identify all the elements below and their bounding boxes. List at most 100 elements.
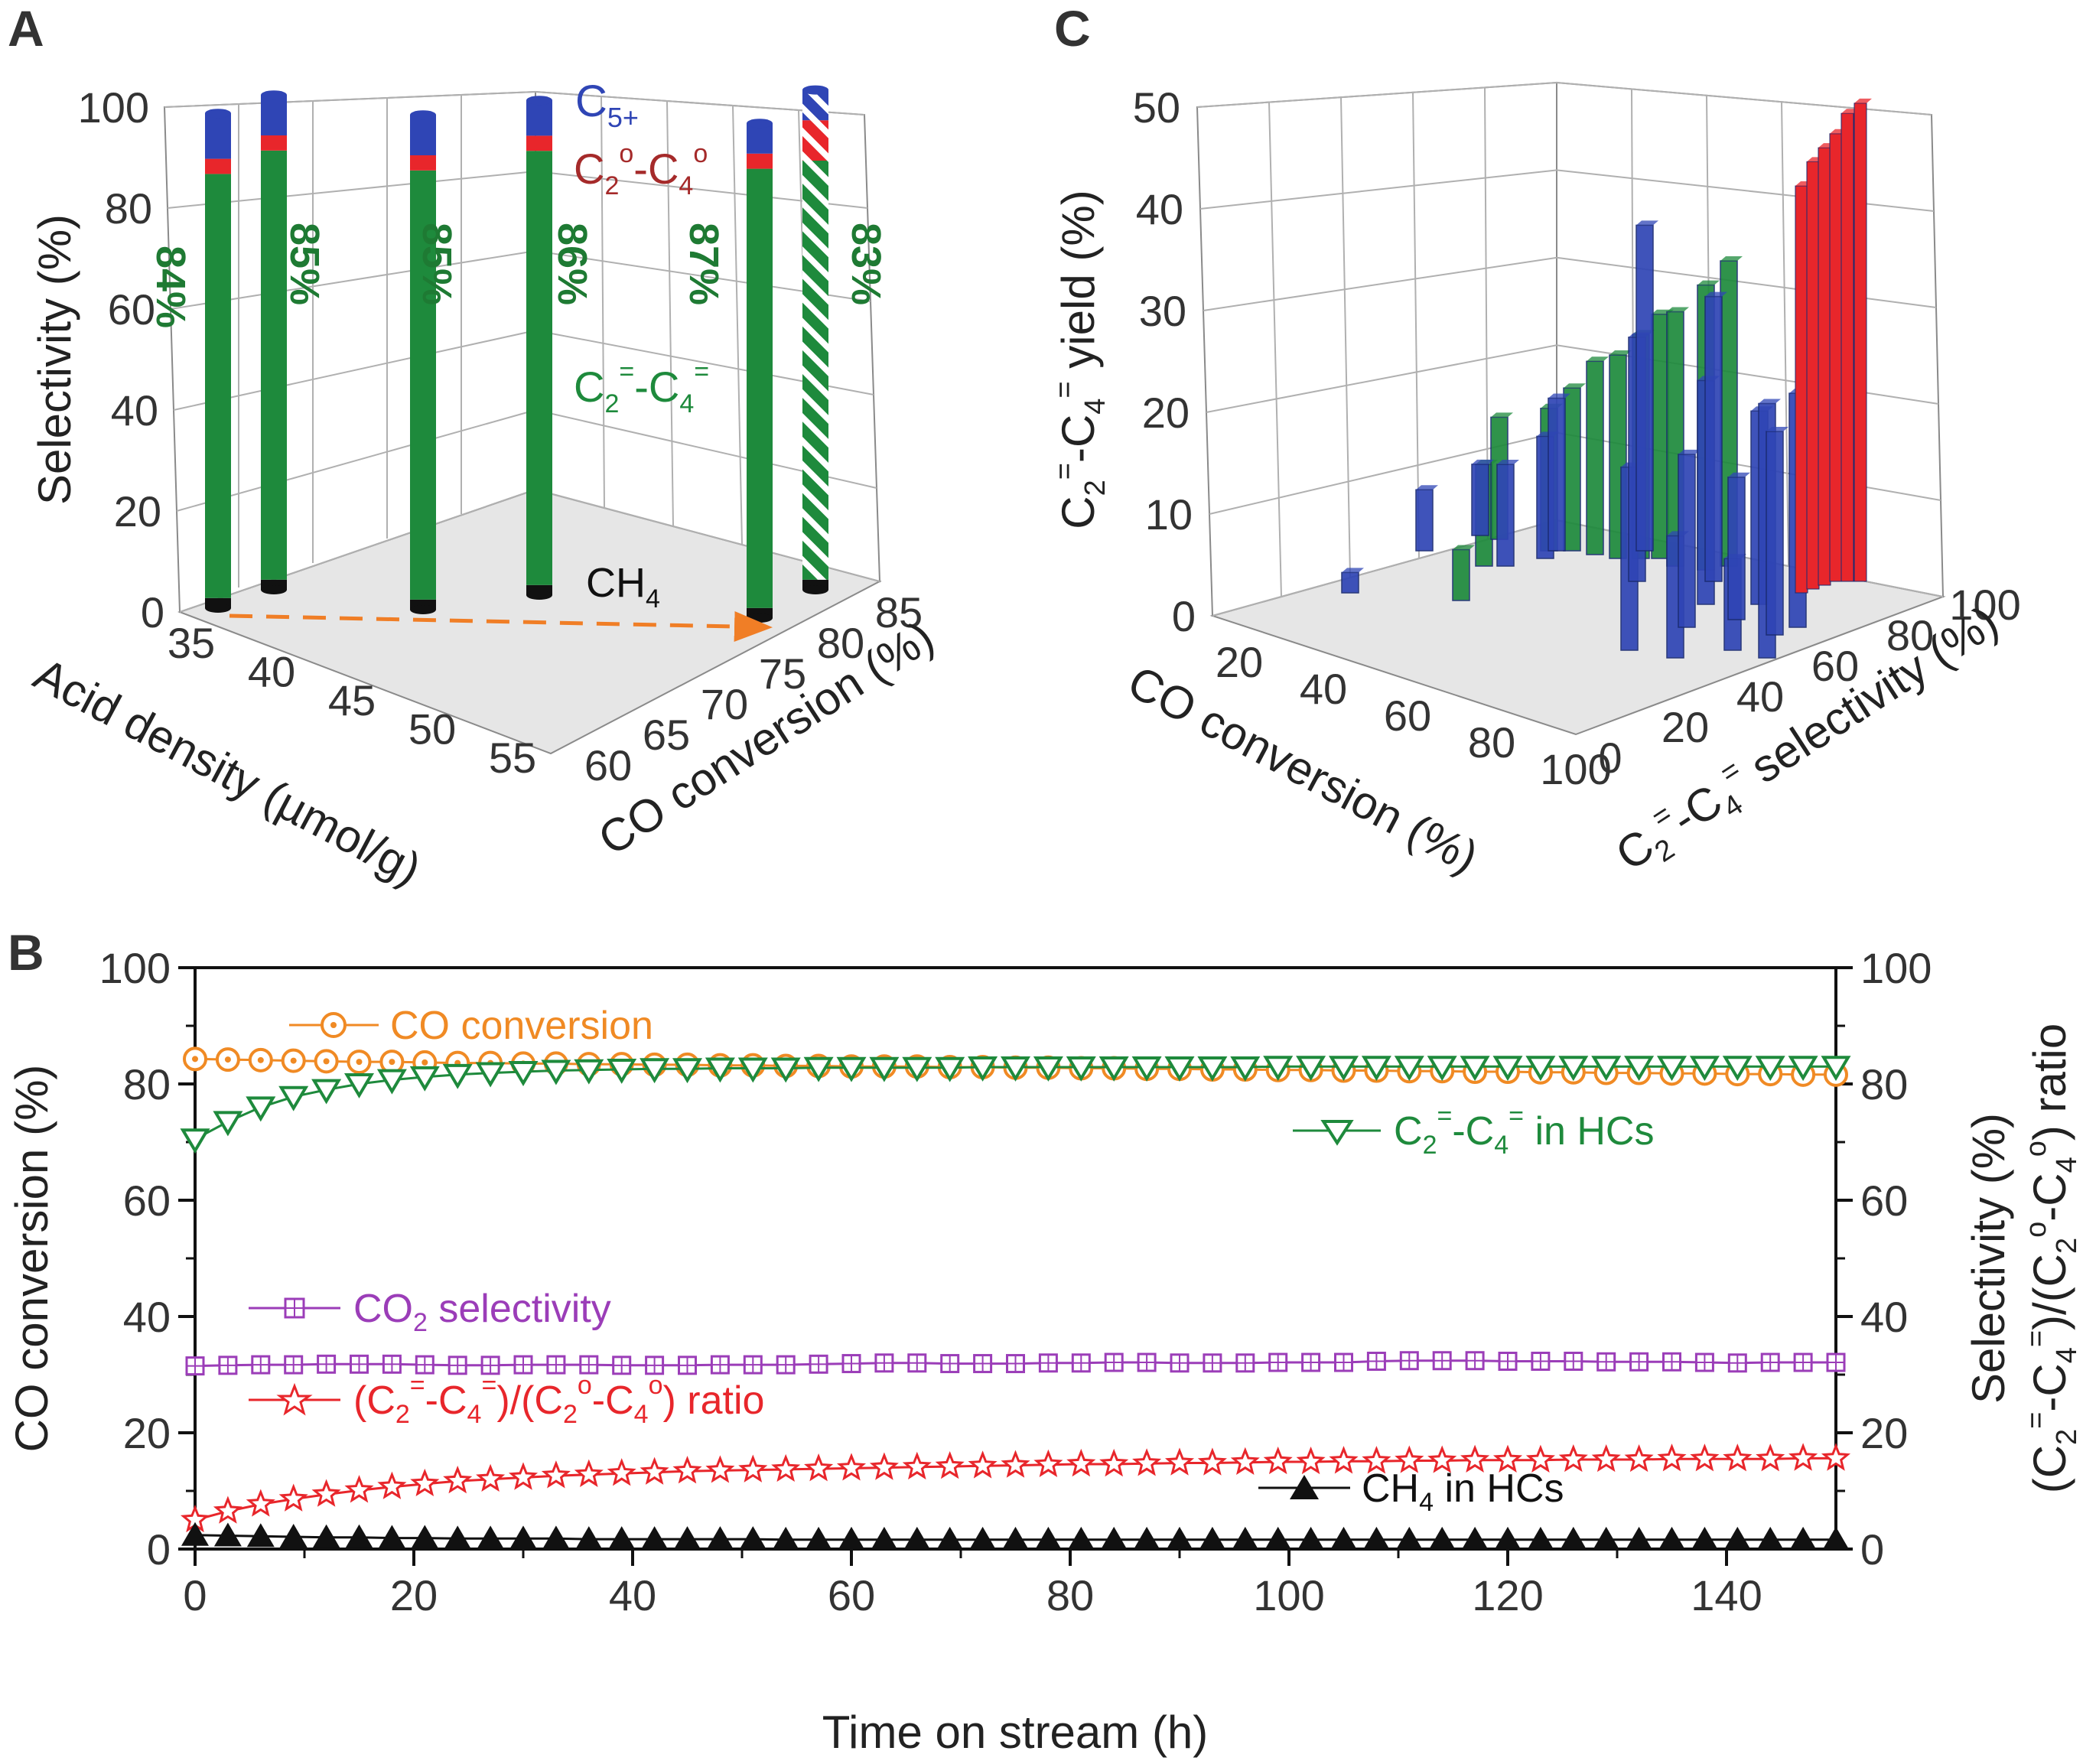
panel-a-bar-label: 85% [414, 223, 460, 305]
panel-c-bar-body [1471, 464, 1489, 536]
panel-c-z-tick: 100 [1949, 581, 2020, 629]
point-marker-cross [711, 1356, 729, 1374]
panel-letter-b: B [8, 924, 44, 981]
panel-c-bar-body [1341, 571, 1359, 594]
bar-segment-olefins [205, 174, 231, 598]
point-marker-cross [317, 1356, 335, 1373]
point-marker [1033, 1056, 1063, 1082]
panel-c-bar-blue [1548, 393, 1570, 552]
panel-c-bar-top [1416, 485, 1438, 490]
point-marker [968, 1056, 998, 1082]
panel-c-bar-top [1728, 472, 1750, 477]
point-marker [869, 1452, 899, 1480]
point-marker [836, 1056, 867, 1082]
panel-c-x-ticks: 20 40 60 80 100 [1216, 638, 1612, 793]
point-marker [1231, 1526, 1259, 1551]
panel-c-bar-blue [1341, 568, 1364, 594]
panel-b-left-axis-title: CO conversion (%) [6, 1065, 57, 1453]
point-marker-dot [323, 1058, 330, 1065]
point-marker [1329, 1446, 1359, 1474]
panel-c-z-tick: 40 [1736, 672, 1784, 721]
point-marker [1297, 1526, 1325, 1551]
bar-base [526, 591, 552, 600]
point-marker-cross [744, 1356, 762, 1374]
panel-c-bar-body [1548, 397, 1566, 552]
point-marker [1526, 1526, 1554, 1551]
point-marker [1361, 1056, 1391, 1082]
panel-c-bar-top [1548, 393, 1570, 399]
point-marker [508, 1061, 539, 1086]
point-marker [705, 1455, 735, 1483]
point-marker-cross [646, 1356, 663, 1374]
bar-segment-c5 [802, 90, 828, 121]
panel-c-x-tick: 60 [1384, 692, 1431, 740]
point-marker [706, 1526, 734, 1551]
bar-cap [205, 109, 231, 119]
bar-cap [802, 85, 828, 95]
panel-c-bar-top [1766, 427, 1788, 431]
point-marker [1558, 1443, 1588, 1473]
panel-c-z-tick: 60 [1811, 642, 1859, 690]
legend-co-conversion-label: CO conversion [390, 1004, 653, 1048]
point-marker [1395, 1445, 1424, 1473]
panel-c-bar-body [1415, 489, 1434, 552]
point-marker [1330, 1526, 1358, 1551]
panel-c-y-tick: 0 [1172, 592, 1196, 640]
panel-c-z-ticks: 0 20 40 60 80 100 [1598, 581, 2020, 782]
point-marker [1657, 1443, 1687, 1472]
panel-a-x-tick: 40 [248, 648, 295, 696]
panel-c-bar-blue [1635, 220, 1658, 552]
point-marker-cross [482, 1356, 500, 1374]
point-marker [377, 1471, 407, 1499]
point-marker [509, 1525, 537, 1550]
point-marker [804, 1453, 834, 1482]
point-marker-cross [1203, 1354, 1221, 1372]
point-marker [1099, 1448, 1129, 1477]
panel-a-grid-line [176, 409, 536, 512]
point-marker [1788, 1056, 1818, 1082]
point-marker [673, 1526, 701, 1551]
point-marker [737, 1057, 768, 1083]
point-marker [574, 1526, 603, 1551]
panel-c-bar-top [1453, 545, 1475, 550]
series-co2-selectivity [185, 1351, 1846, 1376]
point-marker [1592, 1526, 1620, 1551]
bar-segment-olefins [410, 170, 436, 600]
panel-c-bar-body [1795, 185, 1808, 594]
point-marker [1821, 1056, 1851, 1082]
point-marker [1690, 1443, 1720, 1472]
panel-c-bar-body [1841, 112, 1854, 582]
panel-b-x-tick: 140 [1691, 1571, 1762, 1619]
point-marker [1362, 1446, 1391, 1474]
panel-b-y-right-tick: 60 [1860, 1177, 1908, 1225]
point-marker [1624, 1443, 1654, 1473]
panel-a-x-tick: 55 [489, 734, 536, 782]
point-marker [1461, 1526, 1489, 1551]
panel-c-grid-line [1340, 97, 1351, 578]
panel-c-grid-line [1781, 102, 1789, 567]
point-marker [1656, 1056, 1688, 1082]
panel-b-y-tick: 100 [99, 944, 171, 992]
panel-c-bar-top [1636, 220, 1658, 226]
panel-c-bar-body [1727, 477, 1746, 620]
svg-text:Selectivity (%): Selectivity (%) [1963, 1113, 2014, 1404]
panel-c-bar-blue [1678, 449, 1701, 628]
panel-letter-c: C [1054, 0, 1091, 57]
panel-a-bar: 84% [148, 109, 231, 613]
point-marker-cross [252, 1356, 269, 1374]
point-marker [541, 1460, 571, 1489]
point-marker [376, 1069, 407, 1095]
point-marker [1558, 1056, 1589, 1082]
bar-base [261, 585, 287, 594]
point-marker [180, 1128, 210, 1154]
point-marker [1264, 1526, 1292, 1551]
point-marker [1394, 1056, 1424, 1082]
panel-c-bar-top [1854, 98, 1872, 103]
panel-a-bar: 85% [410, 110, 460, 614]
panel-c-bar-body [1586, 360, 1604, 555]
label-c5-plus: C5+ [575, 76, 639, 133]
series--c2-c4-c2o-c4o-ratio [180, 1443, 1851, 1533]
point-marker-cross [1663, 1353, 1681, 1371]
panel-c: C 0 10 20 30 40 50 C2=-C4= yield (%) 20 40 60 80… [1049, 0, 2021, 887]
